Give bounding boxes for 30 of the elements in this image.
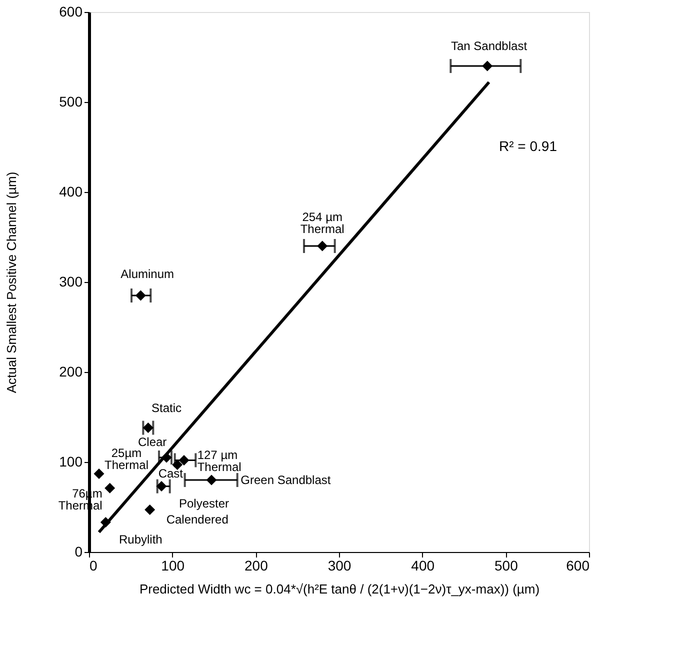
series-label: Tan Sandblast bbox=[450, 39, 528, 54]
y-tick-label: 300 bbox=[59, 274, 83, 290]
series-label: Polyester bbox=[178, 496, 230, 510]
x-axis-title: Predicted Width wc = 0.04*√(h²E tanθ / (2(1+ν)(1−2ν)τ_yx-max)) (µm) bbox=[139, 582, 540, 596]
x-tick-label: 400 bbox=[411, 558, 435, 574]
y-tick-label: 0 bbox=[74, 544, 83, 560]
y-tick-label: 100 bbox=[59, 454, 83, 470]
series-label: 254 µm Thermal bbox=[300, 210, 344, 236]
x-tick-label: 0 bbox=[90, 558, 98, 574]
series-label: Cast bbox=[158, 466, 184, 481]
series-label: Calendered bbox=[166, 512, 228, 527]
series-label: 127 µm Thermal bbox=[197, 448, 242, 474]
x-tick-label: 300 bbox=[328, 558, 352, 574]
x-tick-label: 500 bbox=[494, 558, 518, 574]
y-axis-title: Actual Smallest Positive Channel (µm) bbox=[4, 172, 20, 394]
x-tick-label: 100 bbox=[161, 558, 185, 574]
y-tick-label: 600 bbox=[59, 4, 83, 20]
y-tick-label: 400 bbox=[59, 184, 83, 200]
point bbox=[104, 482, 116, 494]
x-tick-label: 200 bbox=[244, 558, 268, 574]
series-label: Aluminum bbox=[120, 266, 174, 281]
annotation: R² = 0.91 bbox=[499, 138, 558, 154]
y-tick-label: 500 bbox=[59, 94, 83, 110]
series-label: Rubylith bbox=[118, 532, 162, 546]
y-tick-label: 200 bbox=[59, 364, 83, 380]
point bbox=[94, 468, 104, 479]
series-label: Static bbox=[151, 401, 182, 415]
x-tick-label: 600 bbox=[566, 558, 590, 574]
series-label: Green Sandblast bbox=[240, 473, 332, 487]
point bbox=[144, 504, 156, 515]
